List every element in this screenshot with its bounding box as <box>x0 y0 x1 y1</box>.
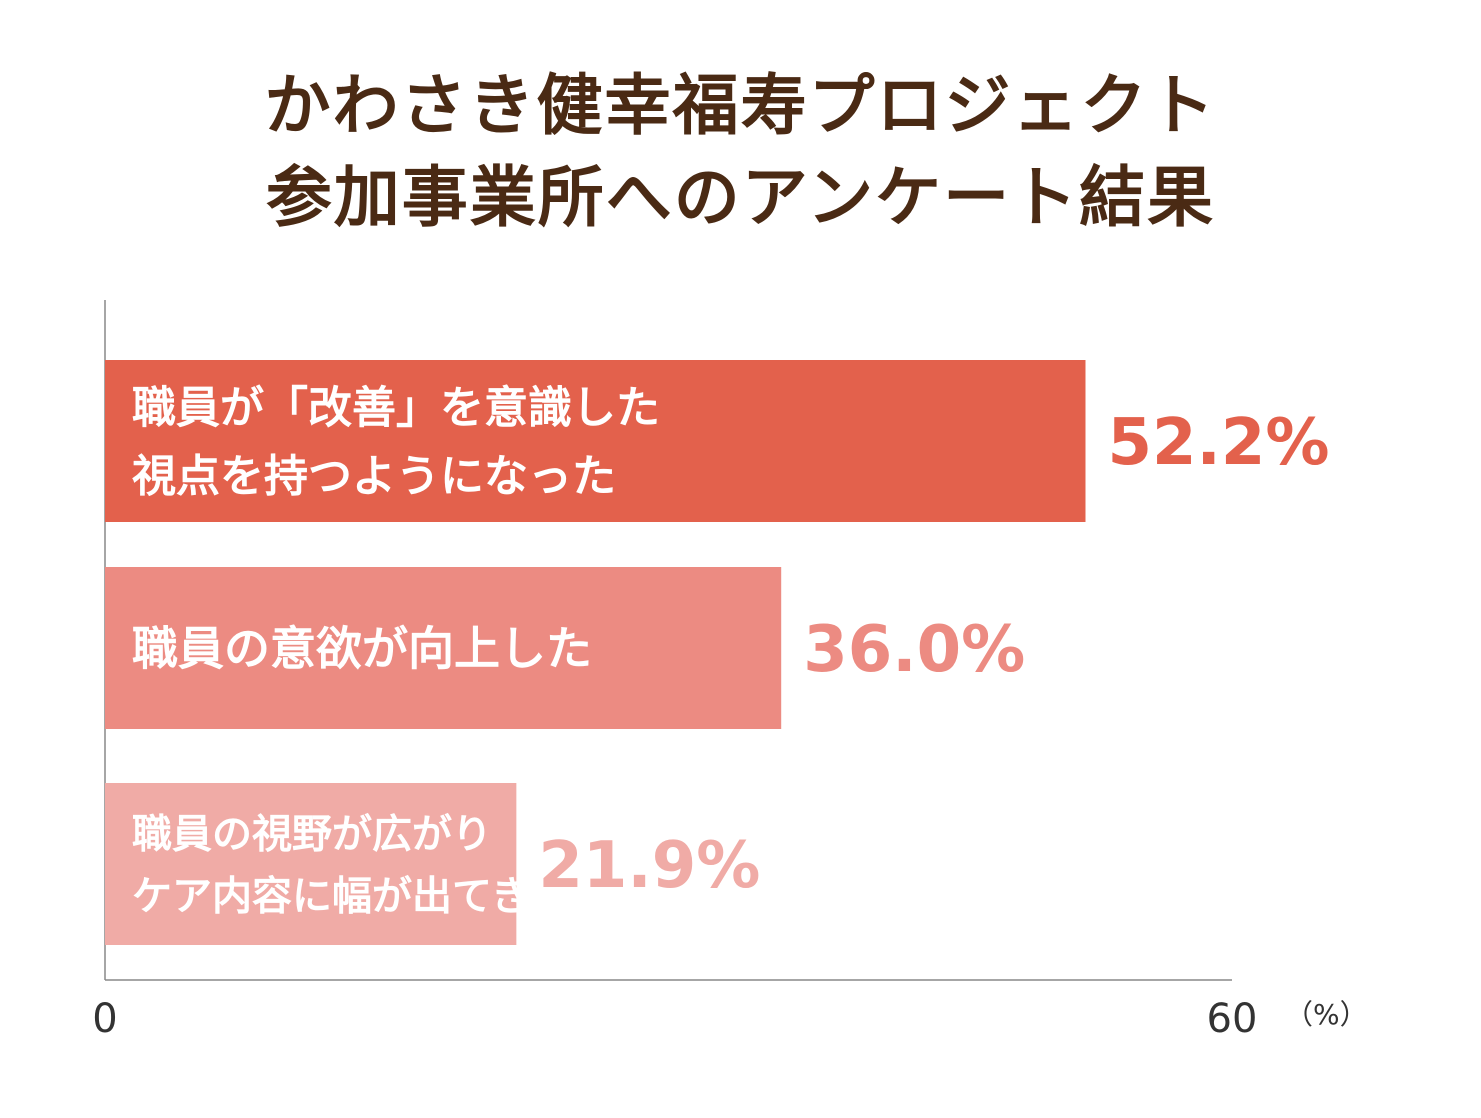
bar-3-value-label: 21.9% <box>538 829 760 903</box>
x-tick-label-60: 60 <box>1207 996 1258 1042</box>
bar-1 <box>105 360 1086 522</box>
bar-2 <box>105 567 782 729</box>
bar-3 <box>105 783 517 945</box>
chart-title-line-2: 参加事業所へのアンケート結果 <box>265 159 1216 236</box>
chart-title-line-1: かわさき健幸福寿プロジェクト <box>264 67 1217 144</box>
bar-1-label-line-2: 視点を持つようになった <box>132 451 616 502</box>
x-tick-label-0: 0 <box>92 996 117 1042</box>
bar-3-label-line-2: ケア内容に幅が出てきた <box>132 873 571 919</box>
bar-1-label-line-1: 職員が「改善」を意識した <box>132 383 660 434</box>
bar-2-value-label: 36.0% <box>803 613 1025 687</box>
x-axis-unit-label: （%） <box>1285 998 1368 1031</box>
bar-3-label-line-1: 職員の視野が広がり <box>132 811 492 857</box>
chart-title: かわさき健幸福寿プロジェクト 参加事業所へのアンケート結果 <box>0 60 1481 244</box>
bar-2-label-line-1: 職員の意欲が向上した <box>132 622 592 676</box>
bar-1-value-label: 52.2% <box>1107 406 1329 480</box>
